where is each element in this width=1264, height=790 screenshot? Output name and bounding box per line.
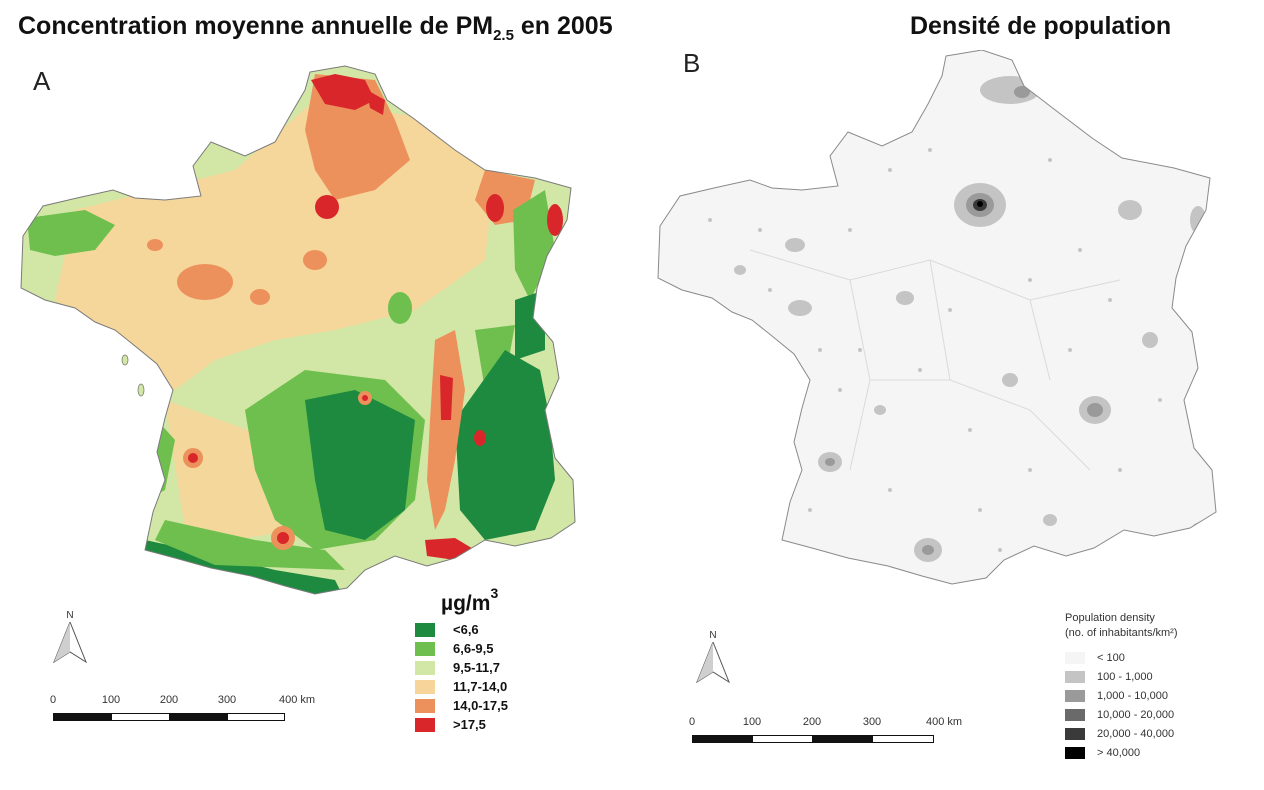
legend-swatch: [1065, 671, 1085, 683]
legend-subtitle: (no. of inhabitants/km²): [1065, 627, 1178, 639]
legend-label: 9,5-11,7: [453, 660, 500, 675]
north-label: N: [709, 630, 717, 641]
legend-item: 6,6-9,5: [415, 639, 508, 658]
legend-item: 100 - 1,000: [1065, 668, 1178, 686]
legend-swatch: [1065, 728, 1085, 740]
legend-label: >17,5: [453, 717, 486, 732]
legend-label: 14,0-17,5: [453, 698, 508, 713]
scale-tick: 400 km: [278, 694, 316, 706]
legend-label: > 40,000: [1097, 747, 1141, 759]
legend-swatch: [1065, 652, 1085, 664]
legend-item: < 100: [1065, 649, 1178, 667]
legend-label: <6,6: [453, 622, 479, 637]
legend-swatch: [1065, 747, 1085, 759]
legend-swatch: [415, 660, 435, 675]
legend-item: 10,000 - 20,000: [1065, 706, 1178, 724]
legend-item: <6,6: [415, 620, 508, 639]
legend-swatch: [1065, 709, 1085, 721]
scale-tick: 100: [742, 716, 762, 728]
legend-swatch: [415, 641, 435, 656]
scale-tick: 300: [217, 694, 237, 706]
legend-item: 20,000 - 40,000: [1065, 725, 1178, 743]
legend-swatch: [415, 679, 435, 694]
scale-tick: 200: [159, 694, 179, 706]
legend-unit: µg/m3: [441, 585, 499, 615]
legend-label: 10,000 - 20,000: [1097, 709, 1175, 721]
map-a-title: Concentration moyenne annuelle de PM2.5 …: [18, 12, 613, 44]
legend-item: 1,000 - 10,000: [1065, 687, 1178, 705]
scale-tick: 400 km: [925, 716, 963, 728]
scale-tick: 300: [862, 716, 882, 728]
legend-label: 100 - 1,000: [1097, 671, 1153, 683]
legend-label: 11,7-14,0: [453, 679, 508, 694]
pm25-legend: µg/m3 <6,6 6,6-9,5 9,5-11,7 11,7-14,0 14…: [415, 585, 508, 734]
map-b-title: Densité de population: [910, 12, 1172, 40]
legend-swatch: [415, 698, 435, 713]
panel-a-letter: A: [33, 66, 51, 96]
scale-tick: 0: [688, 716, 696, 728]
scale-tick: 200: [802, 716, 822, 728]
population-legend: Population density (no. of inhabitants/k…: [1065, 611, 1178, 762]
legend-label: 6,6-9,5: [453, 641, 494, 656]
legend-item: 11,7-14,0: [415, 677, 508, 696]
population-density-map: [657, 50, 1217, 585]
scale-tick: 0: [49, 694, 57, 706]
legend-item: 14,0-17,5: [415, 696, 508, 715]
legend-item: >17,5: [415, 715, 508, 734]
legend-swatch: [415, 717, 435, 732]
legend-swatch: [1065, 690, 1085, 702]
legend-label: 1,000 - 10,000: [1097, 690, 1168, 702]
panel-b-letter: B: [683, 48, 701, 78]
pm25-map: [20, 65, 576, 595]
scale-tick: 100: [101, 694, 121, 706]
legend-item: 9,5-11,7: [415, 658, 508, 677]
north-label: N: [66, 610, 74, 621]
legend-label: < 100: [1097, 652, 1125, 664]
legend-swatch: [415, 622, 435, 637]
legend-title: Population density: [1065, 612, 1155, 624]
legend-label: 20,000 - 40,000: [1097, 728, 1175, 740]
legend-item: > 40,000: [1065, 744, 1178, 762]
